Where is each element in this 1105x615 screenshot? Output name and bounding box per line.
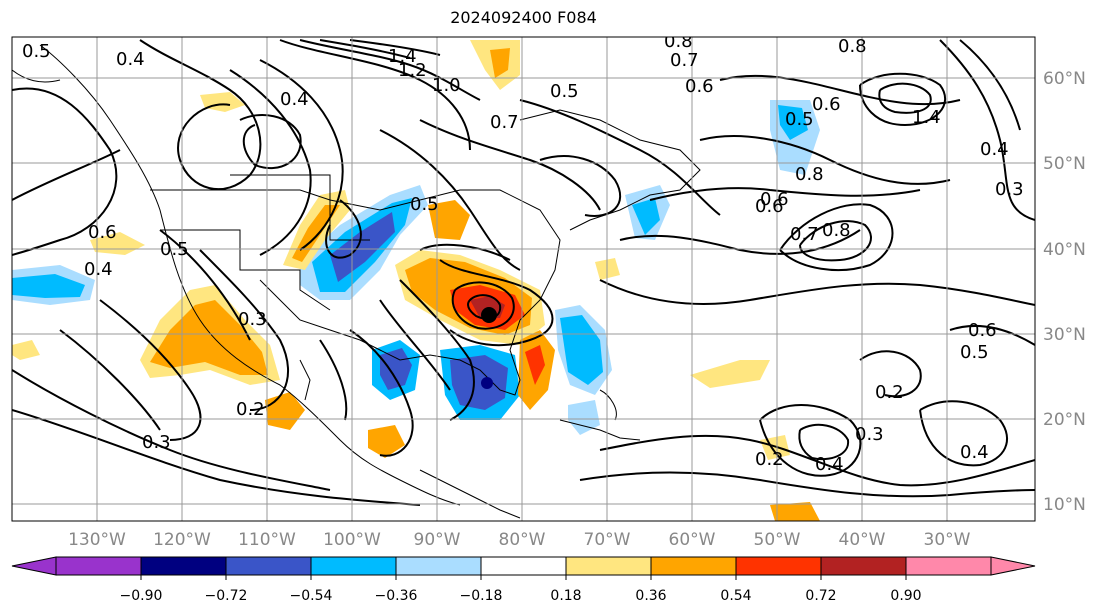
lat-label: 20°N	[1043, 410, 1086, 430]
storm-center-marker	[481, 307, 497, 323]
colorbar-segment	[650, 556, 737, 576]
lat-label: 50°N	[1043, 154, 1086, 174]
lon-label: 60°W	[669, 530, 716, 550]
colorbar-min-arrow	[11, 556, 57, 576]
colorbar-segment	[310, 556, 397, 576]
contour-label: 0.4	[815, 454, 844, 475]
colorbar-segment	[55, 556, 142, 576]
contour-label: 0.4	[960, 442, 989, 463]
colorbar-ticks: −0.90 −0.72 −0.54 −0.36 −0.18 0.18 0.36 …	[120, 575, 922, 604]
lon-label: 100°W	[323, 530, 381, 550]
colorbar-tick-label: −0.54	[290, 588, 333, 604]
contour-label: 0.2	[236, 399, 265, 420]
lon-label: 30°W	[924, 530, 971, 550]
contour-label: 0.8	[822, 220, 851, 241]
contour-label: 1.4	[912, 107, 941, 128]
colorbar-max-arrow	[990, 556, 1036, 576]
map-title: 2024092400 F084	[450, 8, 597, 27]
colorbar-tick-label: 0.18	[550, 588, 581, 604]
contour-label: 1.0	[432, 75, 461, 96]
gulf-low-marker	[481, 377, 493, 389]
colorbar-segment	[820, 556, 907, 576]
contour-label: 0.6	[755, 196, 784, 217]
colorbar-tick-label: −0.90	[120, 588, 163, 604]
contour-label: 1.2	[398, 60, 427, 81]
contour-label: 0.5	[410, 194, 439, 215]
contour-label: 0.5	[785, 109, 814, 130]
colorbar	[11, 556, 1036, 576]
contour-label: 0.6	[685, 76, 714, 97]
lat-label: 30°N	[1043, 325, 1086, 345]
contour-label: 0.8	[664, 31, 693, 52]
contour-label: 0.7	[670, 50, 699, 71]
colorbar-segment	[225, 556, 312, 576]
contour-label: 0.4	[280, 89, 309, 110]
colorbar-segment	[395, 556, 482, 576]
lat-label: 10°N	[1043, 495, 1086, 515]
contour-label: 0.7	[790, 224, 819, 245]
colorbar-segment	[565, 556, 652, 576]
contour-label: 0.3	[995, 179, 1024, 200]
lon-label: 90°W	[414, 530, 461, 550]
contour-label: 0.5	[160, 239, 189, 260]
colorbar-tick-label: −0.18	[460, 588, 503, 604]
lon-label: 70°W	[584, 530, 631, 550]
contour-label: 0.5	[960, 342, 989, 363]
lon-label: 120°W	[153, 530, 211, 550]
lon-label: 40°W	[839, 530, 886, 550]
contour-label: 0.4	[84, 259, 113, 280]
contour-label: 0.6	[760, 189, 789, 210]
contour-label: 1.4	[388, 46, 417, 67]
contour-label: 0.2	[755, 449, 784, 470]
lat-label: 40°N	[1043, 240, 1086, 260]
colorbar-tick-label: 0.72	[805, 588, 836, 604]
contour-label: 0.7	[490, 112, 519, 133]
graticule	[12, 37, 1035, 521]
contour-label: 0.3	[855, 424, 884, 445]
contour-label: 0.8	[795, 164, 824, 185]
longitude-axis: 130°W 120°W 110°W 100°W 90°W 80°W 70°W 6…	[68, 530, 971, 550]
contour-label: 0.6	[968, 320, 997, 341]
contour-label: 0.4	[980, 139, 1009, 160]
contour-label: 0.8	[838, 36, 867, 57]
colorbar-segment	[735, 556, 822, 576]
contour-label: 0.5	[550, 81, 579, 102]
contour-label: 0.5	[22, 41, 51, 62]
colorbar-segment	[480, 556, 567, 576]
lon-label: 130°W	[68, 530, 126, 550]
coastlines	[12, 44, 701, 519]
lon-label: 110°W	[238, 530, 296, 550]
contour-label: 0.3	[238, 309, 267, 330]
colorbar-tick-label: 0.36	[635, 588, 666, 604]
colorbar-tick-label: −0.36	[375, 588, 418, 604]
contour-label: 0.6	[812, 94, 841, 115]
colorbar-tick-label: 0.54	[720, 588, 751, 604]
lat-label: 60°N	[1043, 69, 1086, 89]
contour-labels: 0.5 0.4 1.2 1.4 1.0 0.8 0.7 0.6 0.5 0.4 …	[22, 31, 1024, 475]
colorbar-segment	[140, 556, 227, 576]
latitude-axis: 60°N 50°N 40°N 30°N 20°N 10°N	[1043, 69, 1086, 515]
contour-label: 0.3	[142, 432, 171, 453]
lon-label: 50°W	[754, 530, 801, 550]
contour-label: 0.2	[875, 382, 904, 403]
contour-label: 0.4	[116, 49, 145, 70]
colorbar-segment	[905, 556, 992, 576]
map-fields: 0.5 0.4 1.2 1.4 1.0 0.8 0.7 0.6 0.5 0.4 …	[12, 31, 1035, 521]
colorbar-tick-label: −0.72	[205, 588, 248, 604]
colorbar-tick-label: 0.90	[890, 588, 921, 604]
contour-label: 0.6	[88, 222, 117, 243]
lon-label: 80°W	[499, 530, 546, 550]
map-frame	[11, 36, 1036, 522]
